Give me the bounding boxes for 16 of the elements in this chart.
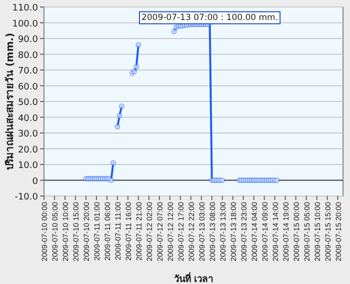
- y-tick-label: 100.0: [12, 19, 38, 30]
- y-tick-label: -10.0: [14, 192, 38, 202]
- y-axis-title: ปริมาณฝนสะสมรายวัน (mm.): [4, 32, 16, 170]
- y-tick-label: 20.0: [18, 145, 38, 156]
- y-tick-label: 40.0: [18, 114, 38, 124]
- x-axis-title: วันที่ เวลา: [174, 271, 214, 284]
- y-tick-label: 70.0: [18, 66, 38, 76]
- y-tick-label: 80.0: [18, 50, 38, 61]
- annotation: 2009-07-13 07:00 : 100.00 mm.: [141, 12, 278, 23]
- y-tick-label: 0: [32, 176, 38, 187]
- y-tick-label: 60.0: [18, 82, 38, 92]
- y-tick-label: 110.0: [12, 4, 38, 14]
- y-tick-label: 90.0: [18, 35, 38, 45]
- y-tick-label: 50.0: [18, 98, 38, 108]
- y-tick-label: 10.0: [18, 161, 38, 171]
- y-tick-label: 30.0: [18, 130, 38, 140]
